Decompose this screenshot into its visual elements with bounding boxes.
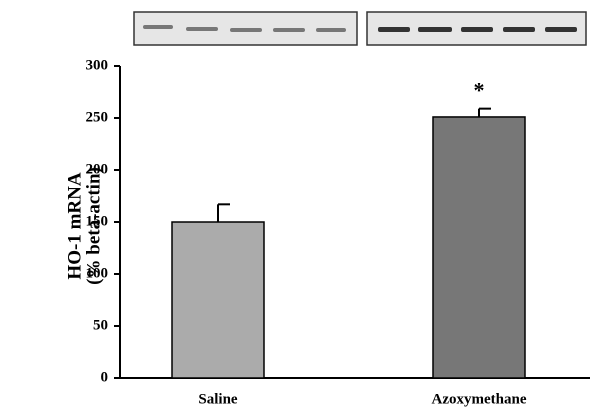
y-tick-label: 300 [86, 57, 109, 73]
y-tick-label: 200 [86, 161, 109, 177]
y-tick-label: 50 [93, 317, 108, 333]
y-tick-label: 250 [86, 109, 109, 125]
blot-bands-azoxymethane [378, 27, 577, 32]
x-tick-label: Azoxymethane [432, 391, 527, 407]
bar [433, 117, 525, 378]
bar [172, 222, 264, 378]
x-tick-label: Saline [198, 391, 238, 407]
y-tick-label: 100 [86, 265, 109, 281]
significance-mark: * [474, 78, 485, 103]
blot-images [134, 12, 586, 45]
y-tick-label: 0 [101, 369, 109, 385]
y-tick-label: 150 [86, 213, 109, 229]
chart: HO-1 mRNA (% beta-actin) 050100150200250… [0, 0, 590, 409]
y-axis-label: HO-1 mRNA [64, 172, 85, 279]
